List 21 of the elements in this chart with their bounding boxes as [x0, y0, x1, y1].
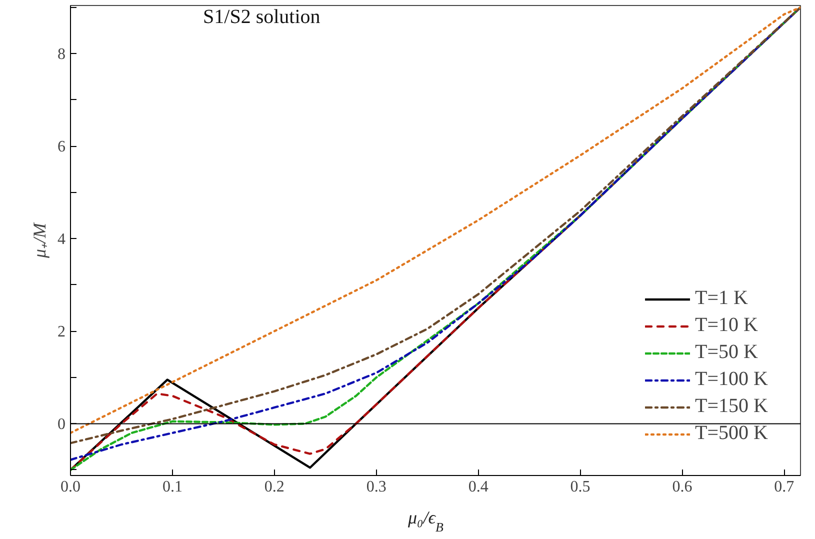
- y-tick-label: 4: [58, 231, 66, 248]
- y-tick-label: 8: [58, 46, 66, 64]
- y-axis-title: μ₊/M: [30, 222, 50, 260]
- y-tick-label: 6: [58, 138, 66, 156]
- legend-label: T=50 K: [695, 341, 758, 364]
- legend-label: T=100 K: [695, 368, 768, 391]
- x-tick-label: 0.1: [162, 478, 182, 496]
- x-tick-label: 0.3: [366, 478, 386, 496]
- legend-label: T=500 K: [695, 422, 768, 445]
- legend-label: T=10 K: [695, 314, 758, 337]
- x-tick-label: 0.5: [570, 478, 590, 496]
- x-tick-label: 0.7: [774, 478, 794, 496]
- x-tick-label: 0.0: [60, 478, 80, 496]
- x-tick-label: 0.4: [468, 478, 488, 496]
- y-tick-label: 0: [58, 416, 66, 434]
- annotation: S1/S2 solution: [203, 6, 320, 28]
- x-tick-label: 0.2: [264, 478, 284, 496]
- x-tick-label: 0.6: [672, 478, 692, 496]
- y-tick-label: 2: [58, 324, 66, 341]
- legend-label: T=1 K: [695, 287, 748, 310]
- legend-label: T=150 K: [695, 395, 768, 418]
